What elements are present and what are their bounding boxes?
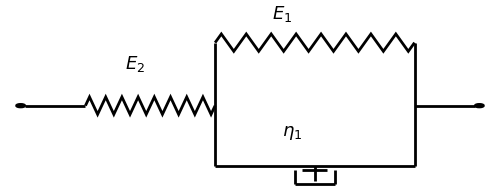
Text: $\eta_1$: $\eta_1$ bbox=[282, 124, 302, 142]
Text: $E_1$: $E_1$ bbox=[272, 4, 292, 24]
Text: $E_2$: $E_2$ bbox=[126, 54, 146, 74]
